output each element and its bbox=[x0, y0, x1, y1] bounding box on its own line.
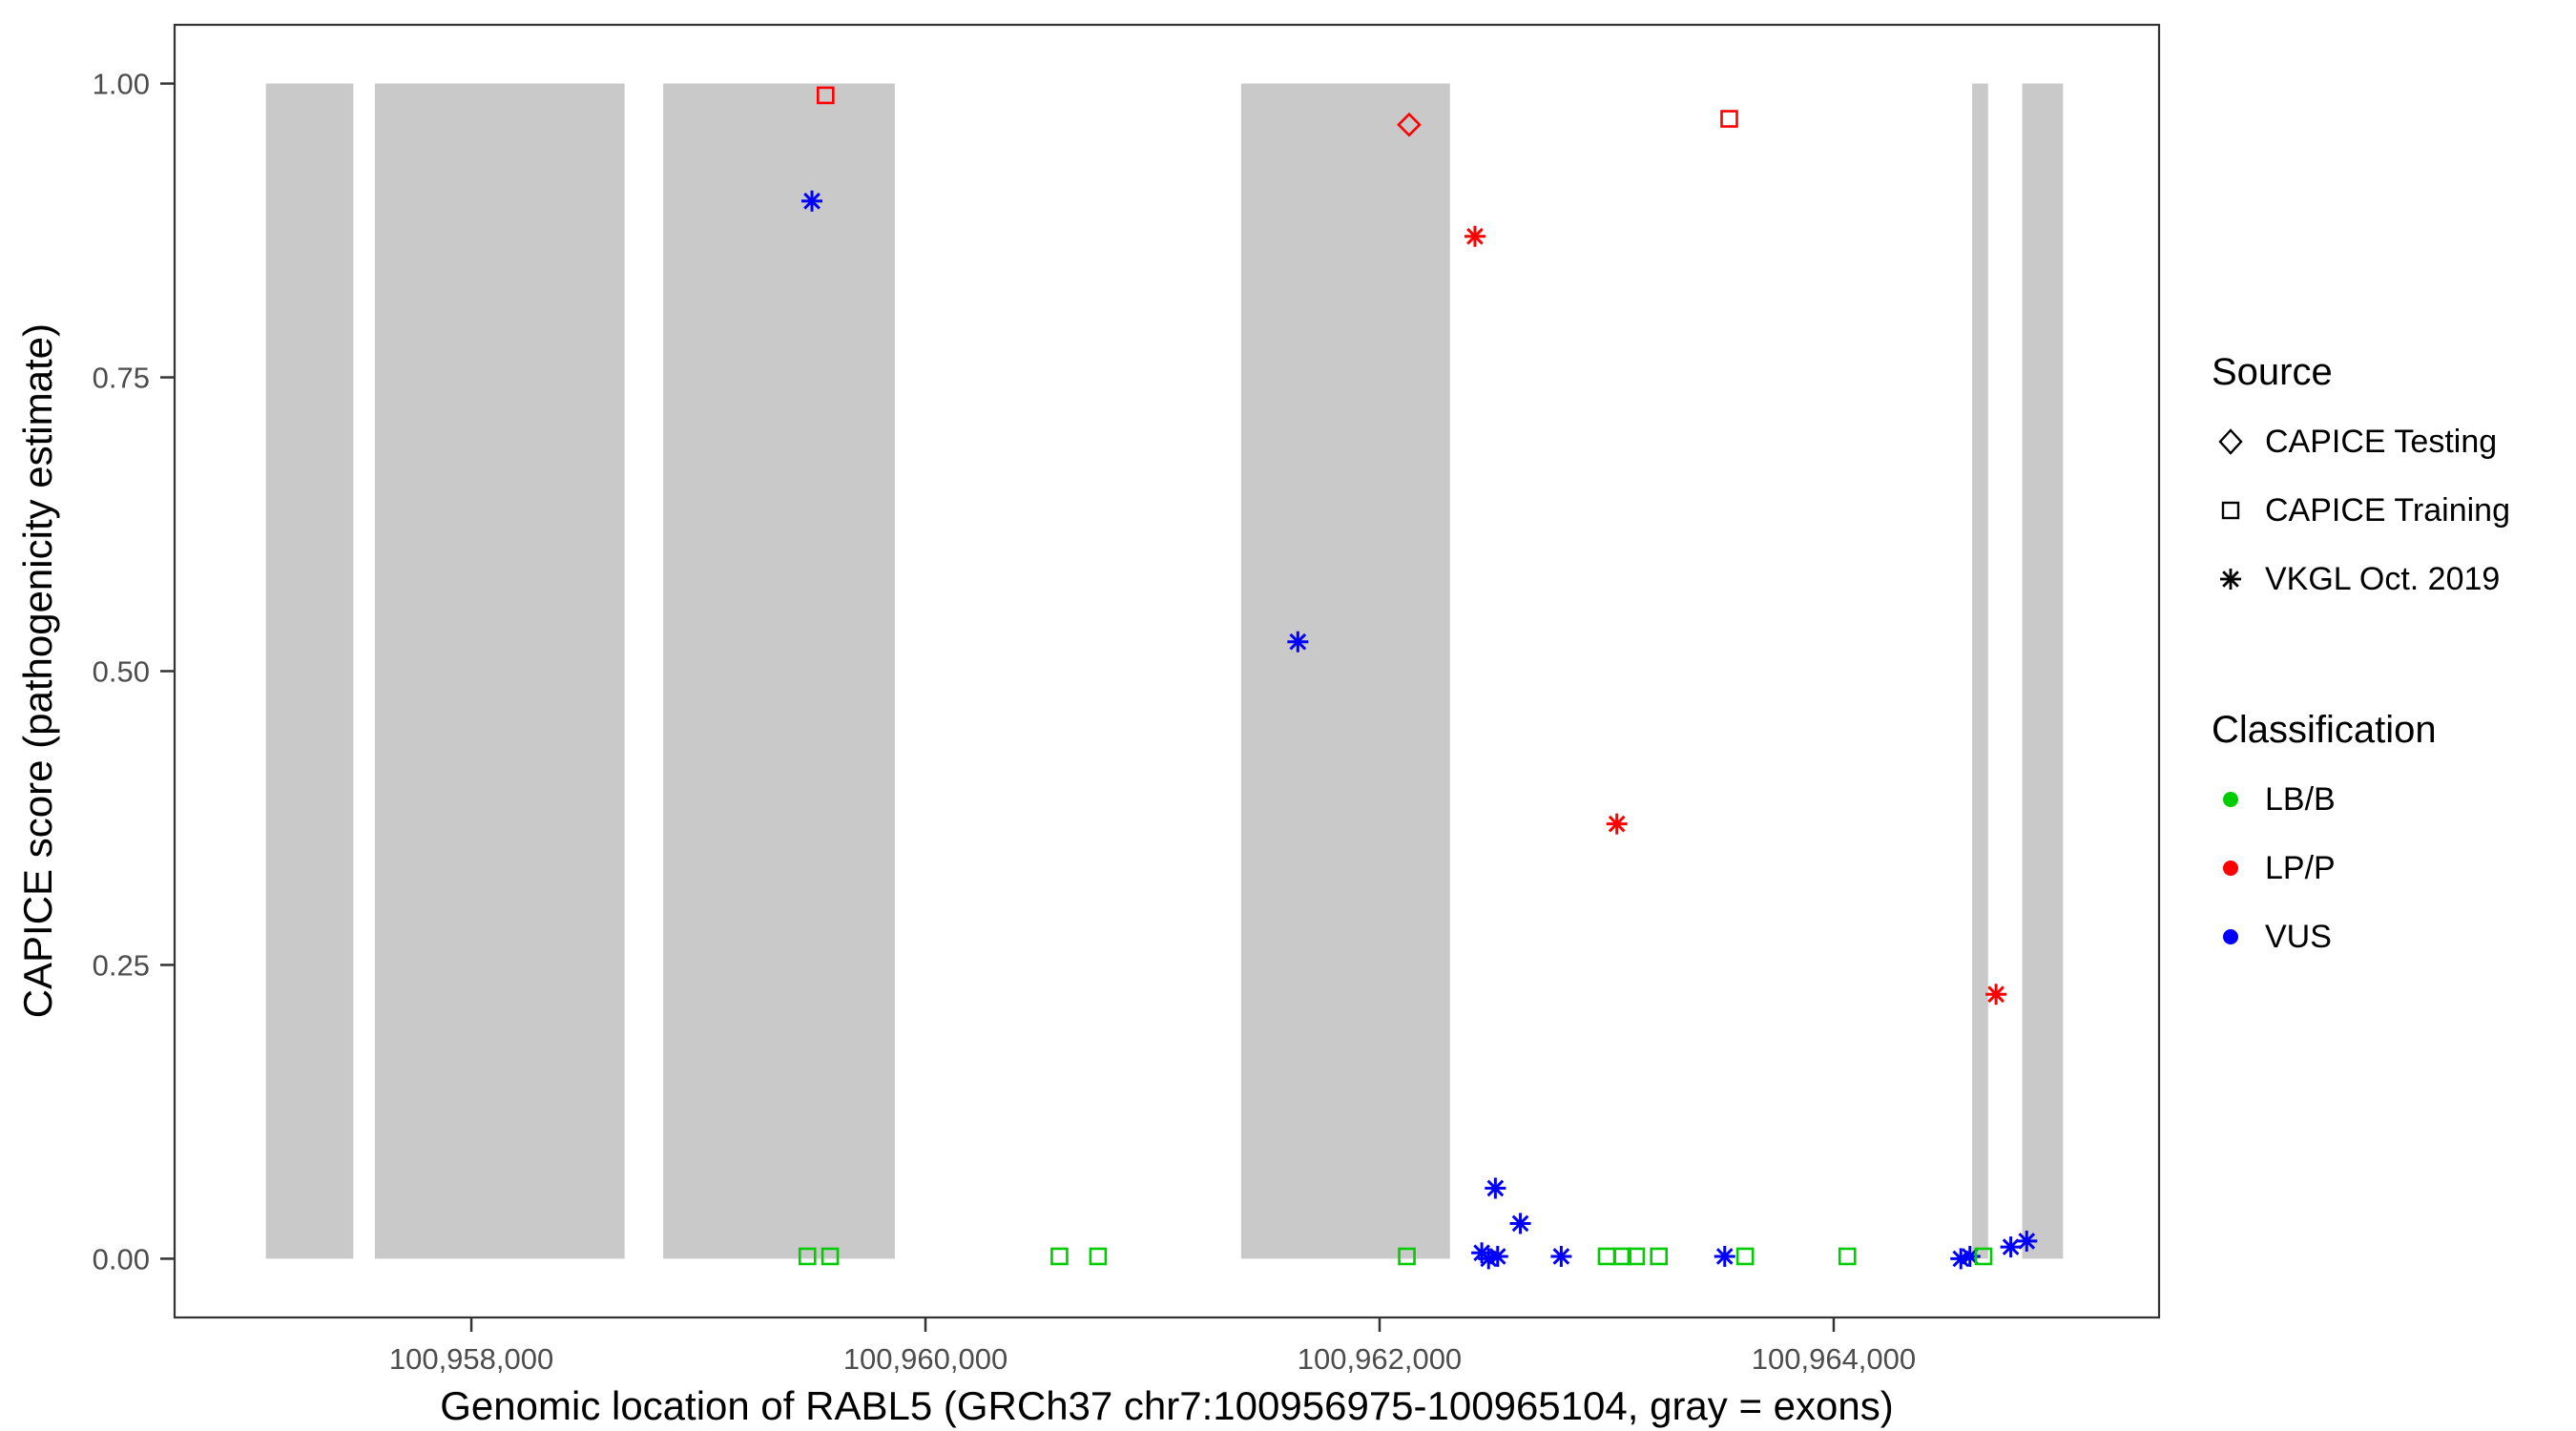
data-point-square bbox=[1974, 1247, 1993, 1266]
data-point-square bbox=[1720, 110, 1738, 128]
y-axis-title: CAPICE score (pathogenicity estimate) bbox=[15, 25, 61, 1317]
legend-item-lpp: LP/P bbox=[2212, 834, 2510, 902]
x-tick-label: 100,958,000 bbox=[389, 1342, 553, 1376]
panel-border bbox=[173, 23, 2161, 1319]
x-axis-title: Genomic location of RABL5 (GRCh37 chr7:1… bbox=[440, 1383, 1894, 1428]
data-point-square bbox=[1398, 1247, 1416, 1266]
legend-classification-section: Classification LB/B LP/P VUS bbox=[2212, 709, 2510, 971]
exon-rect bbox=[2022, 83, 2064, 1259]
exon-rect bbox=[1240, 83, 1450, 1259]
legend-item-lbb: LB/B bbox=[2212, 765, 2510, 834]
data-point-asterisk bbox=[2016, 1230, 2038, 1252]
legend-classification-title: Classification bbox=[2212, 709, 2437, 751]
data-point-square bbox=[798, 1247, 817, 1266]
legend-source-title: Source bbox=[2212, 351, 2333, 393]
x-tick-label: 100,964,000 bbox=[1752, 1342, 1916, 1376]
exon-rect bbox=[663, 83, 895, 1259]
x-tick-label: 100,962,000 bbox=[1298, 1342, 1462, 1376]
data-point-asterisk bbox=[1509, 1213, 1531, 1234]
square-icon bbox=[2221, 501, 2240, 520]
y-tick-label: 0.25 bbox=[93, 948, 150, 982]
data-point-square bbox=[1050, 1247, 1069, 1266]
data-point-square bbox=[1735, 1247, 1755, 1266]
legend-item-vkgl: VKGL Oct. 2019 bbox=[2212, 545, 2510, 613]
legend-item-capice-testing: CAPICE Testing bbox=[2212, 407, 2510, 476]
data-point-asterisk bbox=[1714, 1245, 1735, 1267]
legend-item-label: CAPICE Training bbox=[2265, 491, 2510, 529]
y-tick-label: 0.00 bbox=[93, 1242, 150, 1275]
data-point-square bbox=[1597, 1247, 1616, 1266]
legend-item-label: VKGL Oct. 2019 bbox=[2265, 560, 2501, 597]
data-point-diamond bbox=[1397, 112, 1422, 137]
legend-item-label: LB/B bbox=[2265, 780, 2336, 818]
legend-item-capice-training: CAPICE Training bbox=[2212, 476, 2510, 545]
y-tick-label: 1.00 bbox=[93, 68, 150, 101]
data-point-square bbox=[1089, 1247, 1108, 1266]
diamond-icon bbox=[2218, 428, 2243, 455]
exon-rect bbox=[265, 83, 354, 1259]
asterisk-icon bbox=[2220, 569, 2241, 590]
exon-rect bbox=[374, 83, 625, 1259]
legend-item-label: VUS bbox=[2265, 918, 2332, 955]
x-tick-label: 100,960,000 bbox=[843, 1342, 1008, 1376]
data-point-square bbox=[821, 1247, 840, 1266]
legend-source-section: Source CAPICE Testing CAPICE Training bbox=[2212, 351, 2510, 613]
blue-dot-icon bbox=[2223, 929, 2238, 944]
red-dot-icon bbox=[2223, 861, 2238, 876]
data-point-square bbox=[1650, 1247, 1669, 1266]
data-point-square bbox=[817, 86, 835, 105]
data-point-square bbox=[1613, 1247, 1631, 1266]
legend-item-vus: VUS bbox=[2212, 902, 2510, 971]
legend-item-label: LP/P bbox=[2265, 849, 2336, 886]
data-point-asterisk bbox=[801, 190, 823, 212]
green-dot-icon bbox=[2223, 792, 2238, 807]
legend: Source CAPICE Testing CAPICE Training bbox=[2212, 351, 2510, 971]
data-point-asterisk bbox=[1606, 813, 1628, 835]
data-point-asterisk bbox=[1287, 631, 1309, 653]
data-point-asterisk bbox=[1985, 984, 2007, 1006]
data-point-asterisk bbox=[2000, 1236, 2022, 1258]
y-tick-label: 0.75 bbox=[93, 362, 150, 395]
data-point-asterisk bbox=[1550, 1245, 1572, 1267]
data-point-square bbox=[1627, 1247, 1646, 1266]
legend-item-label: CAPICE Testing bbox=[2265, 423, 2498, 460]
data-point-asterisk bbox=[1486, 1245, 1508, 1267]
data-point-square bbox=[1838, 1247, 1857, 1266]
y-axis-title-text: CAPICE score (pathogenicity estimate) bbox=[15, 323, 60, 1019]
data-point-asterisk bbox=[1485, 1177, 1506, 1199]
data-point-asterisk bbox=[1464, 225, 1485, 247]
y-tick-label: 0.50 bbox=[93, 655, 150, 689]
exon-rect bbox=[1972, 83, 1988, 1259]
